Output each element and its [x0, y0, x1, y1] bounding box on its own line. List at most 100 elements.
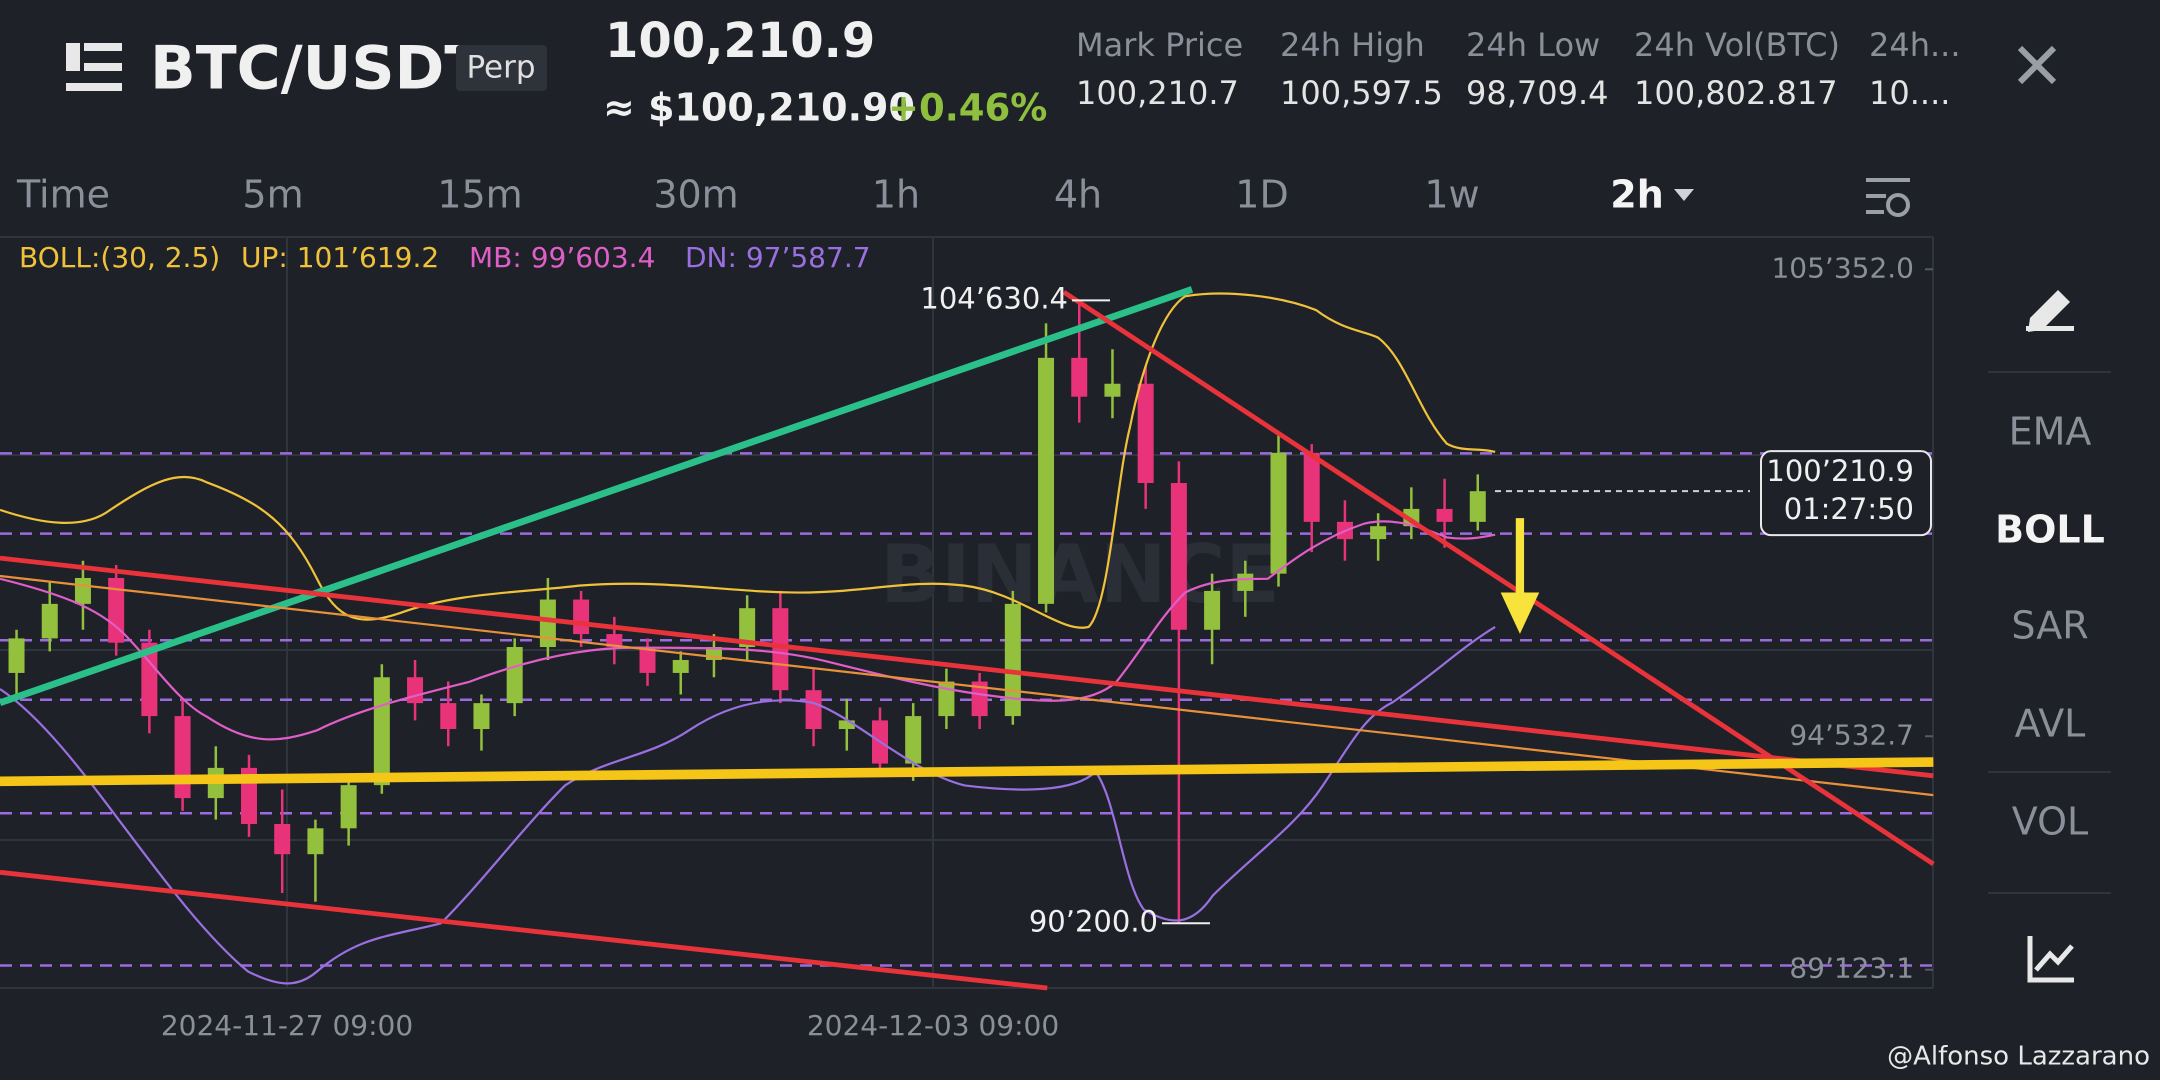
- candle-body: [1436, 508, 1453, 522]
- countdown: 01:27:50: [1784, 492, 1914, 526]
- y-tick-label: 105’352.0: [1771, 251, 1914, 284]
- stat-label: 24h...: [1869, 26, 1961, 64]
- dropdown-arrow: [1674, 189, 1694, 201]
- candle-body: [141, 642, 158, 717]
- candle-body: [473, 703, 490, 730]
- candle-body: [307, 828, 324, 855]
- candle-body: [1004, 603, 1021, 717]
- contract: Perp: [466, 50, 535, 86]
- candle-body: [1137, 383, 1154, 484]
- x-label: 2024-12-03 09:00: [807, 1009, 1059, 1042]
- sidebar-item[interactable]: SAR: [2011, 604, 2088, 648]
- candle-body: [407, 677, 424, 704]
- stat-value: 10....: [1869, 74, 1950, 112]
- timeframe[interactable]: 30m: [653, 173, 738, 217]
- candle-body: [8, 638, 25, 673]
- timeframes: Time 5m 15m 30m 1h 4h 1D 1w 2h: [16, 173, 1664, 217]
- candle-body: [905, 716, 922, 764]
- indicator-icon[interactable]: [2027, 936, 2074, 983]
- timeframe[interactable]: 2h: [1610, 173, 1664, 217]
- chart-settings-icon[interactable]: [1866, 178, 1910, 217]
- boll-lower: [0, 626, 1496, 985]
- annotations: 104’630.4 90’200.0 100’210.9 01:27:50: [920, 281, 1932, 938]
- candle-body: [1237, 573, 1254, 591]
- timeframe[interactable]: 1w: [1424, 173, 1479, 217]
- candle-body: [1469, 491, 1486, 522]
- indicator-dn: DN: 97’587.7: [685, 241, 871, 274]
- candle-body: [639, 647, 656, 673]
- candle-body: [340, 785, 357, 829]
- last-price: 100,210.9: [605, 13, 875, 69]
- trendline: [1062, 290, 1935, 867]
- symbol: BTC/USDT: [150, 34, 485, 104]
- chart-frame: [0, 236, 1934, 989]
- candle-body: [772, 608, 789, 691]
- sidebar-item[interactable]: AVL: [2015, 702, 2086, 746]
- timeframe[interactable]: Time: [16, 173, 110, 217]
- close-button[interactable]: [2017, 45, 2057, 85]
- trendline: [0, 286, 1194, 707]
- indicator-mb: MB: 99’603.4: [469, 241, 655, 274]
- stat-label: 24h Vol(BTC): [1634, 26, 1840, 64]
- candle-body: [1204, 590, 1221, 630]
- sidebar: EMA BOLL SAR AVL VOL: [1995, 410, 2105, 844]
- menu-icon[interactable]: [66, 43, 122, 91]
- candle-body: [1071, 357, 1088, 397]
- boll-upper: [0, 292, 1496, 629]
- stats: Mark Price 100,210.7 24h High 100,597.5 24h …: [1076, 26, 1961, 112]
- candle-body: [672, 659, 689, 673]
- high-label: 104’630.4: [920, 281, 1068, 315]
- candle-body: [108, 577, 125, 643]
- levels: [0, 452, 1933, 967]
- candle-body: [506, 647, 523, 704]
- draw-tool-icon[interactable]: [2026, 290, 2074, 332]
- credit: @Alfonso Lazzarano: [1887, 1042, 2150, 1072]
- candle-body: [1104, 383, 1121, 397]
- timeframe[interactable]: 1h: [872, 173, 920, 217]
- timeframe[interactable]: 15m: [437, 173, 522, 217]
- y-tick-label: 89’123.1: [1789, 952, 1914, 985]
- stat-label: Mark Price: [1076, 26, 1243, 64]
- indicator-name: BOLL:(30, 2.5): [19, 241, 220, 274]
- candle-body: [373, 677, 390, 786]
- trendline: [0, 869, 1048, 991]
- timeframe[interactable]: 5m: [242, 173, 303, 217]
- low-label: 90’200.0: [1029, 904, 1158, 938]
- candle-body: [838, 720, 855, 730]
- candle-body: [573, 599, 590, 635]
- trendline: [0, 555, 1934, 779]
- stat-value: 100,210.7: [1076, 74, 1239, 112]
- candle-body: [739, 608, 756, 648]
- candle-body: [74, 577, 91, 604]
- stat-value: 98,709.4: [1466, 74, 1609, 112]
- arrow-head: [1500, 592, 1540, 634]
- support-line: [0, 757, 1934, 787]
- last-price-label: 100’210.9: [1766, 454, 1914, 488]
- stat-label: 24h High: [1280, 26, 1425, 64]
- plot: 105’352.0 94’532.7 89’123.1: [8, 251, 1933, 985]
- contract-badge: [456, 45, 547, 91]
- last-price-box: [1760, 450, 1932, 537]
- timeframe[interactable]: 4h: [1054, 173, 1102, 217]
- candle-body: [606, 634, 623, 648]
- sidebar-item[interactable]: EMA: [2009, 410, 2092, 454]
- price-change: +0.46%: [888, 87, 1047, 130]
- candle-body: [1038, 357, 1055, 604]
- sidebar-item[interactable]: VOL: [2012, 800, 2088, 844]
- x-label: 2024-11-27 09:00: [161, 1009, 413, 1042]
- candle-body: [971, 681, 988, 717]
- candle-body: [805, 690, 822, 730]
- stat-label: 24h Low: [1466, 26, 1600, 64]
- fiat-price: ≈ $100,210.90: [603, 86, 915, 130]
- sidebar-item[interactable]: BOLL: [1995, 508, 2105, 552]
- timeframe[interactable]: 1D: [1235, 173, 1288, 217]
- trendline: [0, 574, 1934, 797]
- indicator-up: UP: 101’619.2: [241, 241, 439, 274]
- boll-middle: [0, 520, 1496, 741]
- stat-value: 100,802.817: [1634, 74, 1838, 112]
- candle-body: [1370, 526, 1387, 540]
- candle-body: [1170, 483, 1187, 630]
- candle-body: [1270, 452, 1287, 574]
